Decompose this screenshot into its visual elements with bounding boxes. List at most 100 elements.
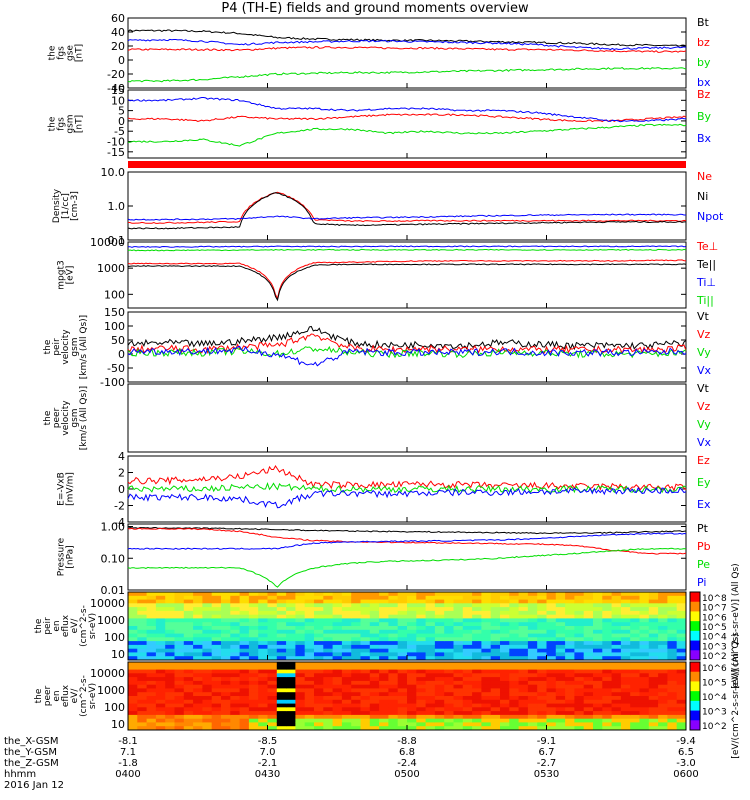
spectrogram-cell bbox=[509, 595, 520, 601]
spectrogram-cell bbox=[527, 603, 538, 608]
spectrogram-cell bbox=[490, 614, 501, 619]
spectrogram-cell bbox=[276, 662, 287, 667]
spectrogram-cell bbox=[202, 703, 213, 708]
x-tick-label: 0500 bbox=[394, 769, 419, 780]
spectrogram-cell bbox=[574, 688, 585, 693]
spectrogram-cell bbox=[193, 669, 203, 674]
spectrogram-cell bbox=[658, 595, 668, 601]
spectrogram-cell bbox=[397, 692, 408, 697]
spectrogram-cell bbox=[360, 677, 371, 682]
spectrogram-cell bbox=[676, 626, 687, 631]
spectrogram-cell bbox=[295, 656, 306, 661]
spectrogram-cell bbox=[630, 633, 640, 638]
spectrogram-cell bbox=[593, 680, 603, 686]
spectrogram-cell bbox=[230, 614, 241, 619]
y-tick-label: -10 bbox=[107, 136, 125, 149]
spectrogram-cell bbox=[593, 718, 603, 723]
spectrogram-cell bbox=[425, 699, 436, 705]
spectrogram-cell bbox=[527, 633, 538, 638]
y-tick-label: -100 bbox=[100, 376, 125, 389]
spectrogram-cell bbox=[388, 592, 399, 597]
spectrogram-cell bbox=[323, 665, 334, 671]
spectrogram-cell bbox=[648, 633, 659, 638]
spectrogram-cell bbox=[462, 692, 473, 697]
spectrogram-cell bbox=[137, 622, 148, 627]
spectrogram-cell bbox=[481, 665, 492, 671]
spectrogram-cell bbox=[425, 692, 436, 697]
spectrogram-cell bbox=[146, 652, 157, 657]
spectrogram-cell bbox=[137, 599, 148, 604]
x-axis-row-label: the_Z-GSM bbox=[4, 758, 59, 769]
spectrogram-cell bbox=[509, 699, 520, 705]
x-tick-label: -8.8 bbox=[397, 736, 417, 747]
spectrogram-cell bbox=[332, 692, 343, 697]
spectrogram-cell bbox=[555, 607, 566, 612]
spectrogram-cell bbox=[341, 648, 352, 653]
spectrogram-cell bbox=[407, 665, 417, 671]
spectrogram-cell bbox=[239, 662, 250, 667]
spectrogram-cell bbox=[667, 696, 678, 701]
spectrogram-cell bbox=[360, 614, 371, 619]
colorbar-segment bbox=[690, 601, 700, 612]
spectrogram-cell bbox=[509, 692, 520, 697]
spectrogram-cell bbox=[174, 592, 185, 597]
spectrogram-cell bbox=[230, 662, 241, 667]
spectrogram-cell bbox=[341, 677, 352, 682]
y-axis-label: peir bbox=[52, 338, 62, 356]
spectrogram-cell bbox=[555, 684, 566, 689]
spectrogram-cell bbox=[248, 592, 259, 597]
spectrogram-cell bbox=[128, 637, 138, 642]
spectrogram-cell bbox=[444, 714, 454, 720]
spectrogram-cell bbox=[183, 707, 194, 712]
spectrogram-cell bbox=[202, 637, 213, 642]
spectrogram-cell bbox=[239, 633, 250, 638]
x-axis-row-label: the_X-GSM bbox=[4, 736, 58, 747]
spectrogram-cell bbox=[286, 711, 296, 716]
spectrogram-cell bbox=[537, 614, 547, 619]
spectrogram-cell bbox=[388, 707, 399, 712]
spectrogram-cell bbox=[379, 673, 389, 678]
spectrogram-cell bbox=[155, 592, 166, 597]
spectrogram-cell bbox=[193, 688, 203, 693]
spectrogram-cell bbox=[211, 652, 222, 657]
spectrogram-cell bbox=[481, 614, 492, 619]
spectrogram-cell bbox=[202, 648, 213, 653]
spectrogram-cell bbox=[490, 595, 501, 601]
spectrogram-cell bbox=[537, 711, 547, 716]
spectrogram-cell bbox=[230, 699, 241, 705]
spectrogram-cell bbox=[304, 696, 315, 701]
spectrogram-cell bbox=[276, 688, 287, 693]
spectrogram-cell bbox=[323, 599, 334, 604]
spectrogram-cell bbox=[676, 595, 687, 601]
colorbar-tick-label: 10^4 bbox=[702, 633, 727, 643]
spectrogram-cell bbox=[648, 622, 659, 627]
spectrogram-cell bbox=[416, 592, 427, 597]
spectrogram-cell bbox=[518, 637, 529, 642]
spectrogram-cell bbox=[639, 665, 650, 671]
spectrogram-cell bbox=[388, 665, 399, 671]
spectrogram-cell bbox=[518, 718, 529, 723]
spectrogram-cell bbox=[369, 714, 380, 720]
spectrogram-cell bbox=[193, 603, 203, 608]
spectrogram-cell bbox=[165, 722, 175, 727]
spectrogram-cell bbox=[341, 699, 352, 705]
spectrogram-cell bbox=[128, 707, 138, 712]
spectrogram-cell bbox=[565, 680, 575, 686]
series-line-Vt bbox=[127, 325, 687, 351]
spectrogram-cell bbox=[369, 603, 380, 608]
spectrogram-cell bbox=[658, 692, 668, 697]
spectrogram-cell bbox=[369, 669, 380, 674]
spectrogram-cell bbox=[286, 714, 296, 720]
spectrogram-cell bbox=[295, 618, 306, 623]
spectrogram-cell bbox=[379, 680, 389, 686]
spectrogram-cell bbox=[146, 699, 157, 705]
y-tick-label: 40 bbox=[111, 26, 125, 39]
legend-entry: Ne bbox=[697, 170, 712, 183]
spectrogram-cell bbox=[453, 726, 464, 731]
spectrogram-cell bbox=[648, 644, 659, 650]
spectrogram-cell bbox=[341, 722, 352, 727]
x-tick-label: 0530 bbox=[534, 769, 559, 780]
spectrogram-cell bbox=[174, 648, 185, 653]
spectrogram-cell bbox=[397, 652, 408, 657]
spectrogram-cell bbox=[230, 626, 241, 631]
